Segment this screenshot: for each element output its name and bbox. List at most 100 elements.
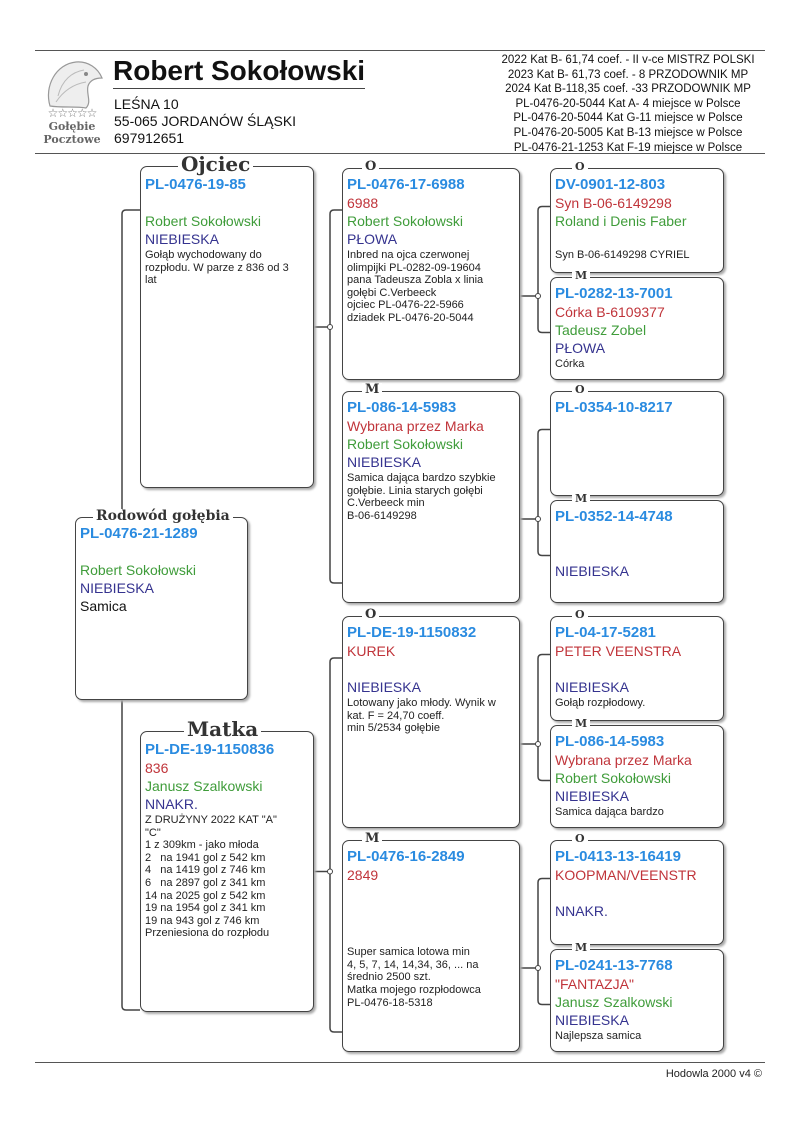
pigeon-color: NIEBIESKA xyxy=(80,580,154,596)
pigeon-name: 2849 xyxy=(347,867,379,883)
ring-number: PL-0354-10-8217 xyxy=(555,399,673,416)
great-grandparent-box: PL-0413-13-16419 KOOPMAN/VEENSTR NNAKR. xyxy=(550,840,724,945)
owner-name: Robert Sokołowski xyxy=(145,213,261,229)
ring-number: PL-DE-19-1150836 xyxy=(145,741,275,758)
box-legend: M xyxy=(572,942,591,954)
box-legend: O xyxy=(572,161,588,173)
pigeon-notes: Gołąb rozpłodowy. xyxy=(555,697,646,709)
pigeon-notes: Córka xyxy=(555,358,585,370)
box-legend: Rodowód gołębia xyxy=(93,508,233,523)
connector-node xyxy=(535,965,541,971)
achievement-line: 2023 Kat B- 61,73 coef. - 8 PRZODOWNIK M… xyxy=(507,68,749,81)
header-bottom-divider xyxy=(35,153,765,154)
owner-name: Tadeusz Zobel xyxy=(555,322,647,338)
achievement-line: PL-0476-20-5044 Kat A- 4 miejsce w Polsc… xyxy=(515,97,741,110)
ring-number: DV-0901-12-803 xyxy=(555,176,666,193)
owner-name: Robert Sokołowski xyxy=(80,562,196,578)
pigeon-name: Córka B-6109377 xyxy=(555,304,665,320)
pigeon-name xyxy=(555,417,719,435)
box-legend: M xyxy=(362,832,383,846)
grandparent-box: PL-086-14-5983 Wybrana przez Marka Robert … xyxy=(342,391,520,603)
pigeon-notes: Inbred na ojca czerwonej olimpijki PL-02… xyxy=(347,249,484,324)
ring-number: PL-086-14-5983 xyxy=(347,399,457,416)
owner-name: Robert Sokołowski xyxy=(347,436,463,452)
box-legend: O xyxy=(572,609,588,621)
pigeon-name: 836 xyxy=(145,760,169,776)
box-legend: M xyxy=(572,270,591,282)
achievement-line: 2022 Kat B- 61,74 coef. - II v-ce MISTRZ… xyxy=(501,54,755,66)
logo: ☆☆☆☆☆ Gołębie Pocztowe xyxy=(36,56,108,150)
ring-number: PL-0282-13-7001 xyxy=(555,285,673,302)
grandparent-box: PL-0476-17-6988 6988 Robert Sokołowski PŁOW… xyxy=(342,168,520,380)
great-grandparent-box: PL-0282-13-7001 Córka B-6109377 Tadeusz Zo… xyxy=(550,277,724,380)
owner-name: Robert Sokołowski xyxy=(347,213,463,229)
great-grandparent-box: PL-0352-14-4748 NIEBIESKA xyxy=(550,500,724,603)
box-legend: M xyxy=(362,383,383,397)
address-street: LEŚNA 10 xyxy=(114,96,179,112)
pigeon-name: KOOPMAN/VEENSTR xyxy=(555,867,697,883)
pigeon-color: NIEBIESKA xyxy=(555,563,629,579)
footer-text: Hodowla 2000 v4 © xyxy=(665,1068,762,1080)
pigeon-name: Wybrana przez Marka xyxy=(347,418,484,434)
pigeon-color: NIEBIESKA xyxy=(347,679,421,695)
connector-node xyxy=(327,324,333,330)
pigeon-notes: Syn B-06-6149298 CYRIEL xyxy=(555,249,690,261)
pigeon-color: NNAKR. xyxy=(145,796,198,812)
ring-number: PL-0413-13-16419 xyxy=(555,848,681,865)
logo-stars: ☆☆☆☆☆ xyxy=(47,106,98,120)
connector-node xyxy=(535,516,541,522)
box-legend: M xyxy=(572,493,591,505)
owner-name: Janusz Szalkowski xyxy=(555,994,673,1010)
connector-node xyxy=(535,741,541,747)
father-box: PL-0476-19-85 Robert Sokołowski NIEBIESKA G… xyxy=(140,166,314,488)
box-legend: M xyxy=(572,718,591,730)
ring-number: PL-0352-14-4748 xyxy=(555,508,673,525)
logo-text-2: Pocztowe xyxy=(43,133,101,146)
box-legend: O xyxy=(362,160,380,174)
pigeon-name: Syn B-06-6149298 xyxy=(555,195,672,211)
mother-box: PL-DE-19-1150836 836 Janusz Szalkowski NNAK… xyxy=(140,731,314,1012)
connector-line xyxy=(537,653,550,782)
great-grandparent-box: PL-086-14-5983 Wybrana przez Marka Robert … xyxy=(550,725,724,828)
pigeon-color: PŁOWA xyxy=(555,340,606,356)
ring-number: PL-0476-21-1289 xyxy=(80,525,198,542)
achievement-line: 2024 Kat B-118,35 coef. -33 PRZODOWNIK M… xyxy=(505,83,751,96)
owner-name: Janusz Szalkowski xyxy=(145,778,263,794)
connector-line xyxy=(121,700,140,1011)
great-grandparent-box: PL-04-17-5281 PETER VEENSTRA NIEBIESKA Gołą… xyxy=(550,616,724,721)
owner-name: Robert Sokołowski xyxy=(555,770,671,786)
owner-name xyxy=(555,884,719,902)
ring-number: PL-0476-19-85 xyxy=(145,176,246,193)
logo-text-1: Gołębie xyxy=(48,120,96,133)
owner-name xyxy=(347,884,515,902)
footer-divider xyxy=(35,1062,765,1063)
pigeon-color: NIEBIESKA xyxy=(555,679,629,695)
ring-number: PL-0241-13-7768 xyxy=(555,957,673,974)
pigeon-color xyxy=(555,453,719,471)
ring-number: PL-DE-19-1150832 xyxy=(347,624,477,641)
pigeon-name: 6988 xyxy=(347,195,379,211)
achievement-line: PL-0476-21-1253 Kat F-19 miejsce w Polsc… xyxy=(513,141,743,154)
achievements-list: 2022 Kat B- 61,74 coef. - II v-ce MISTRZ… xyxy=(488,53,768,155)
pigeon-head-icon xyxy=(47,61,103,109)
pigeon-color: NNAKR. xyxy=(555,903,608,919)
pigeon-color: NIEBIESKA xyxy=(555,1012,629,1028)
box-legend: O xyxy=(572,384,588,396)
pigeon-name: Wybrana przez Marka xyxy=(555,752,692,768)
achievement-line: PL-0476-20-5044 Kat G-11 miejsce w Polsc… xyxy=(513,112,743,125)
pigeon-color: NIEBIESKA xyxy=(347,454,421,470)
box-legend: O xyxy=(572,833,588,845)
connector-node xyxy=(535,293,541,299)
owner-name: Roland i Denis Faber xyxy=(555,213,687,229)
box-legend: Matka xyxy=(184,719,262,739)
pigeon-color xyxy=(347,902,515,920)
pigeon-color: NIEBIESKA xyxy=(145,231,219,247)
owner-name xyxy=(347,660,515,678)
pigeon-notes: Z DRUŻYNY 2022 KAT "A" "C" 1 z 309km - j… xyxy=(145,814,277,940)
pigeon-name: KUREK xyxy=(347,643,396,659)
owner-name xyxy=(555,435,719,453)
subject-pigeon-box: PL-0476-21-1289 Robert Sokołowski NIEBIESK… xyxy=(75,517,248,700)
pigeon-name xyxy=(145,194,309,212)
